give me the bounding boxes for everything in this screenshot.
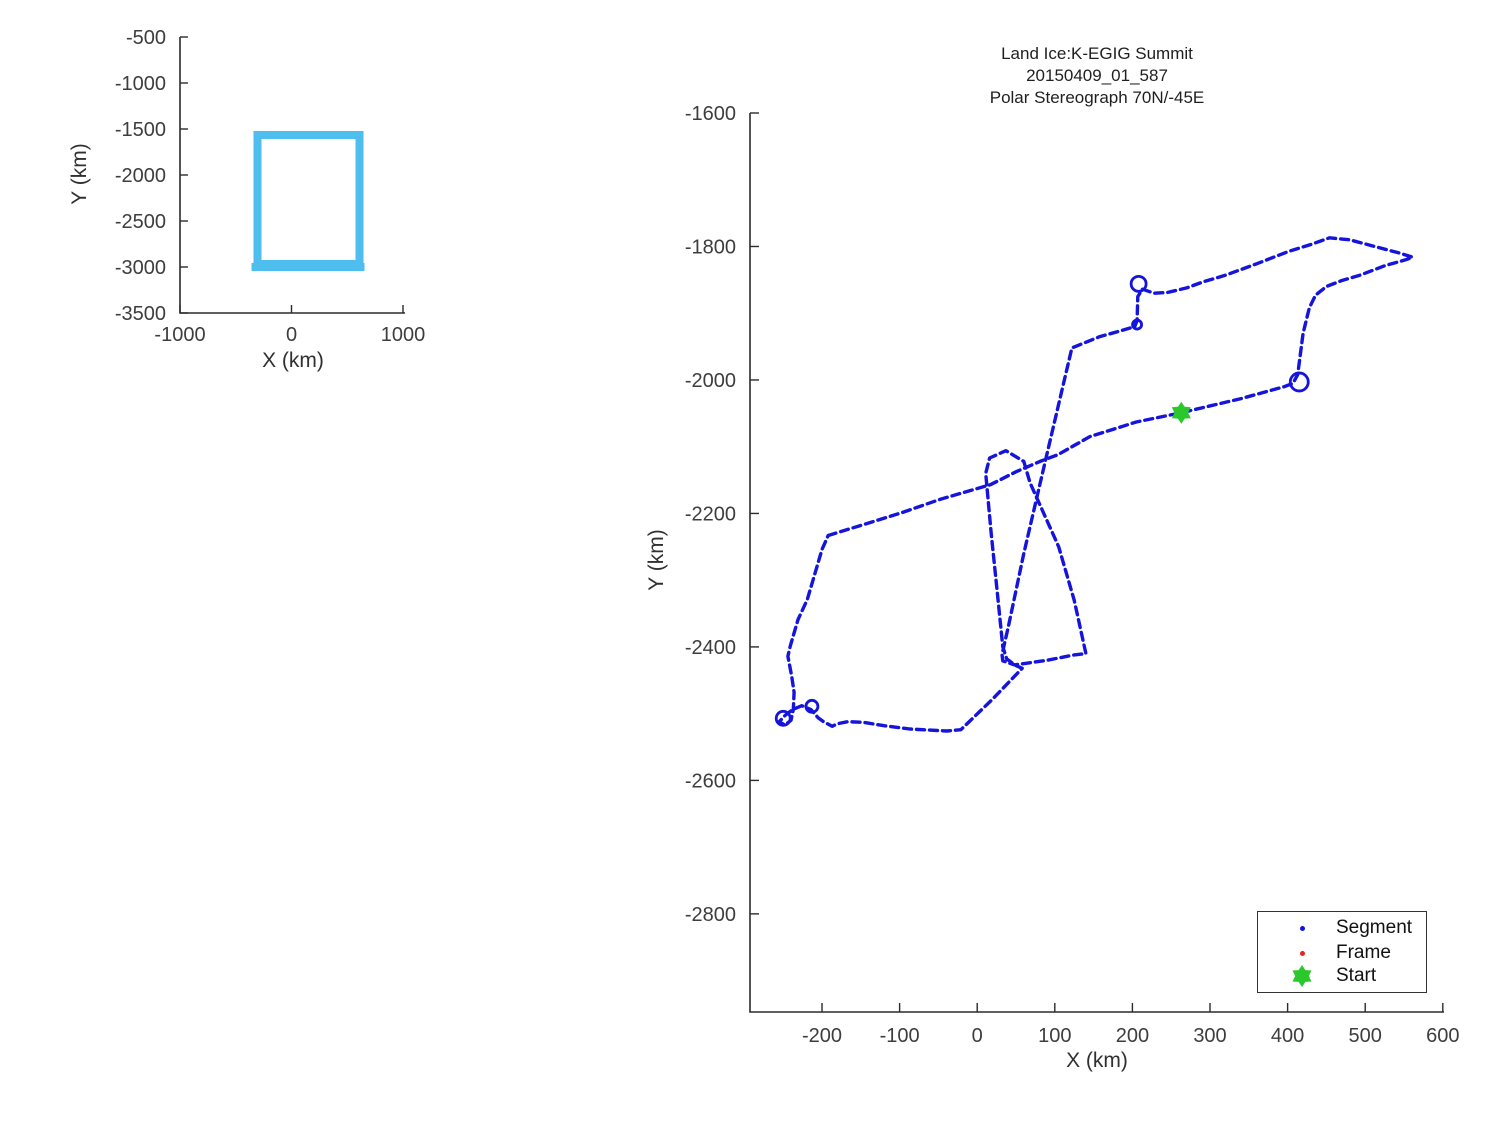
legend-label-frame: Frame: [1336, 942, 1391, 963]
tick-label: 0: [286, 324, 297, 346]
tick-label: 600: [1426, 1025, 1459, 1047]
tick-label: -500: [126, 27, 166, 49]
flight-y-axis-label: Y (km): [645, 529, 668, 591]
title-line-2: 20150409_01_587: [1026, 66, 1168, 85]
frame-marker: [1299, 950, 1305, 956]
legend-row-segment: Segment: [1258, 915, 1426, 941]
tick-label: -1600: [685, 103, 736, 125]
flight-x-axis-label: X (km): [1066, 1049, 1128, 1072]
flight-turn-loop: [1129, 274, 1148, 293]
tick-label: -2400: [685, 637, 736, 659]
tick-label: -2600: [685, 770, 736, 792]
tick-label: -2000: [115, 165, 166, 187]
segment-marker: [1299, 925, 1305, 931]
tick-label: -100: [880, 1025, 920, 1047]
tick-label: -2000: [685, 370, 736, 392]
tick-label: 500: [1349, 1025, 1382, 1047]
start-marker: [1171, 401, 1191, 424]
flight-turn-loop: [1288, 371, 1310, 393]
tick-label: 200: [1116, 1025, 1149, 1047]
start-hexagram-icon: [1288, 963, 1316, 989]
title-line-3: Polar Stereograph 70N/-45E: [989, 88, 1205, 107]
legend-row-frame: Frame: [1258, 940, 1426, 966]
tick-label: -2800: [685, 904, 736, 926]
legend-row-start: Start: [1258, 963, 1426, 989]
flight-turn-loop: [1131, 318, 1143, 331]
hexagram-marker: [1292, 965, 1312, 987]
flight-plot-title: Land Ice:K-EGIG Summit 20150409_01_587 P…: [847, 43, 1347, 109]
legend-label-segment: Segment: [1336, 917, 1413, 938]
flight-axes-spines: [749, 113, 1444, 1013]
tick-label: -3500: [115, 303, 166, 325]
tick-label: -200: [802, 1025, 842, 1047]
tick-label: -3000: [115, 257, 166, 279]
overview-x-axis-label: X (km): [262, 349, 324, 372]
tick-label: -2200: [685, 503, 736, 525]
extent-rectangle: [253, 130, 364, 268]
tick-label: 100: [1038, 1025, 1071, 1047]
tick-label: -1000: [154, 324, 205, 346]
tick-label: -1800: [685, 236, 736, 258]
frame-dot-icon: [1288, 940, 1316, 966]
legend-label-start: Start: [1336, 965, 1377, 986]
tick-label: -1000: [115, 73, 166, 95]
tick-label: 0: [972, 1025, 983, 1047]
tick-label: -1500: [115, 119, 166, 141]
tick-label: -2500: [115, 211, 166, 233]
tick-label: 300: [1193, 1025, 1226, 1047]
overview-y-axis-label: Y (km): [68, 143, 91, 205]
title-line-1: Land Ice:K-EGIG Summit: [1001, 44, 1193, 63]
tick-label: 400: [1271, 1025, 1304, 1047]
overview-axes-spines: [179, 37, 405, 314]
flight-track-path: [777, 236, 1415, 733]
flight-turn-loop: [774, 709, 792, 727]
legend-box: Segment Frame Start: [1257, 911, 1427, 993]
flight-turn-loop: [804, 698, 820, 714]
tick-label: 1000: [381, 324, 426, 346]
segment-dot-icon: [1288, 915, 1316, 941]
